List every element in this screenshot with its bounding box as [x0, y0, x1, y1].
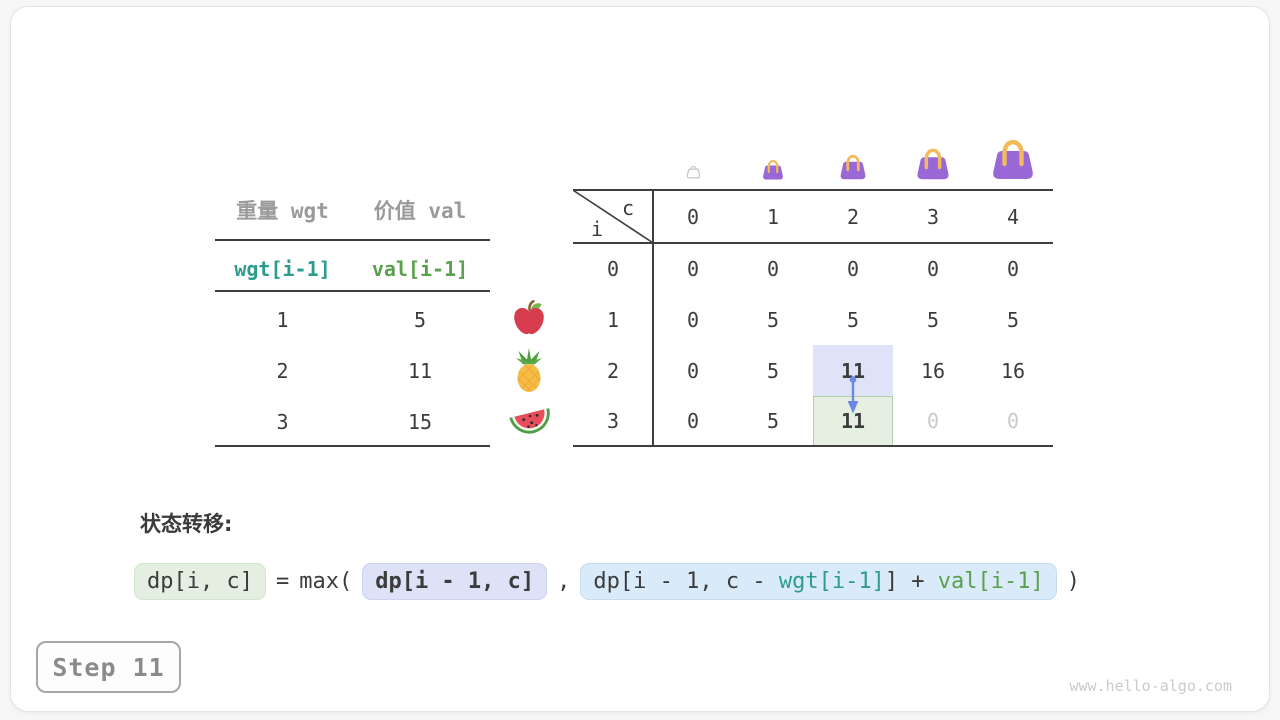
- watermelon-icon: [509, 408, 550, 434]
- dp-cell-0-4: 0: [1006, 257, 1020, 281]
- formula-comma: ,: [557, 568, 571, 594]
- dp-cell-0-3: 0: [926, 257, 940, 281]
- bag-large-icon: [917, 148, 949, 180]
- formula-arg2-prefix: dp[i - 1, c -: [593, 568, 779, 594]
- dp-cell-0-1: 0: [766, 257, 780, 281]
- formula-arg2-mid: ] +: [884, 568, 938, 594]
- dp-col-header: 4: [1006, 205, 1020, 229]
- items-table-line-top: [215, 239, 490, 241]
- dp-cell-1-0: 0: [686, 308, 700, 332]
- dp-row-label: 2: [606, 359, 620, 383]
- apple-icon: [514, 300, 544, 335]
- formula-close-paren: ): [1066, 568, 1081, 594]
- formula-arg2-val: val[i-1]: [937, 568, 1044, 594]
- dp-line-top: [573, 189, 1053, 191]
- items-table-line-bottom: [215, 445, 490, 447]
- items-index-val: val[i-1]: [371, 257, 469, 281]
- dp-cell-1-3: 5: [926, 308, 940, 332]
- pineapple-icon: [516, 348, 542, 392]
- dp-cell-0-0: 0: [686, 257, 700, 281]
- dp-cell-1-4: 5: [1006, 308, 1020, 332]
- items-table-line-mid: [215, 290, 490, 292]
- bag-medium-icon: [840, 154, 866, 180]
- dp-col-header: 1: [766, 205, 780, 229]
- formula-lhs-box: dp[i, c]: [134, 562, 266, 600]
- dp-col-header: 0: [686, 205, 700, 229]
- dp-cell-2-1: 5: [766, 359, 780, 383]
- dp-line-vertical: [652, 189, 654, 447]
- dp-cell-2-3: 16: [920, 359, 946, 383]
- dp-corner-label-i: i: [590, 217, 604, 241]
- dp-cell-0-2: 0: [846, 257, 860, 281]
- item-3-weight: 3: [276, 410, 289, 434]
- dp-cell-2-4: 16: [1000, 359, 1026, 383]
- arrow-down-icon: [847, 376, 859, 414]
- dp-cell-3-3: 0: [926, 409, 940, 433]
- items-header-value: 价值 val: [373, 199, 467, 223]
- dp-corner-diagonal: [573, 190, 653, 243]
- formula-arg2-box: dp[i - 1, c - wgt[i-1]] + val[i-1]: [580, 562, 1057, 600]
- dp-cell-3-0: 0: [686, 409, 700, 433]
- dp-cell-1-2: 5: [846, 308, 860, 332]
- transition-title: 状态转移:: [140, 512, 233, 536]
- item-2-weight: 2: [276, 359, 289, 383]
- dp-row-label: 1: [606, 308, 620, 332]
- dp-corner-label-c: c: [621, 196, 635, 220]
- transition-formula: dp[i, c] = max( dp[i - 1, c] , dp[i - 1,…: [134, 561, 1080, 601]
- bag-ghost-icon: [686, 165, 701, 179]
- dp-row-label: 3: [606, 409, 620, 433]
- items-index-wgt: wgt[i-1]: [234, 257, 331, 281]
- formula-arg1-box: dp[i - 1, c]: [362, 562, 548, 600]
- dp-line-bottom: [573, 445, 1053, 447]
- step-badge: Step 11: [36, 641, 181, 693]
- dp-cell-3-1: 5: [766, 409, 780, 433]
- dp-cell-1-1: 5: [766, 308, 780, 332]
- item-2-value: 11: [407, 359, 433, 383]
- dp-cell-3-4: 0: [1006, 409, 1020, 433]
- formula-equals: =: [275, 568, 290, 594]
- item-3-value: 15: [407, 410, 433, 434]
- dp-row-label: 0: [606, 257, 620, 281]
- dp-col-header: 3: [926, 205, 940, 229]
- bag-xlarge-icon: [993, 139, 1033, 179]
- formula-max-open: max(: [299, 568, 353, 594]
- items-header-weight: 重量 wgt: [236, 199, 329, 223]
- item-1-value: 5: [413, 308, 427, 332]
- dp-col-header: 2: [846, 205, 860, 229]
- bag-small-icon: [763, 159, 783, 180]
- dp-line-header: [573, 242, 1053, 244]
- dp-cell-2-0: 0: [686, 359, 700, 383]
- watermark-url: www.hello-algo.com: [1069, 677, 1232, 695]
- item-1-weight: 1: [276, 308, 289, 332]
- formula-arg2-wgt: wgt[i-1]: [778, 568, 885, 594]
